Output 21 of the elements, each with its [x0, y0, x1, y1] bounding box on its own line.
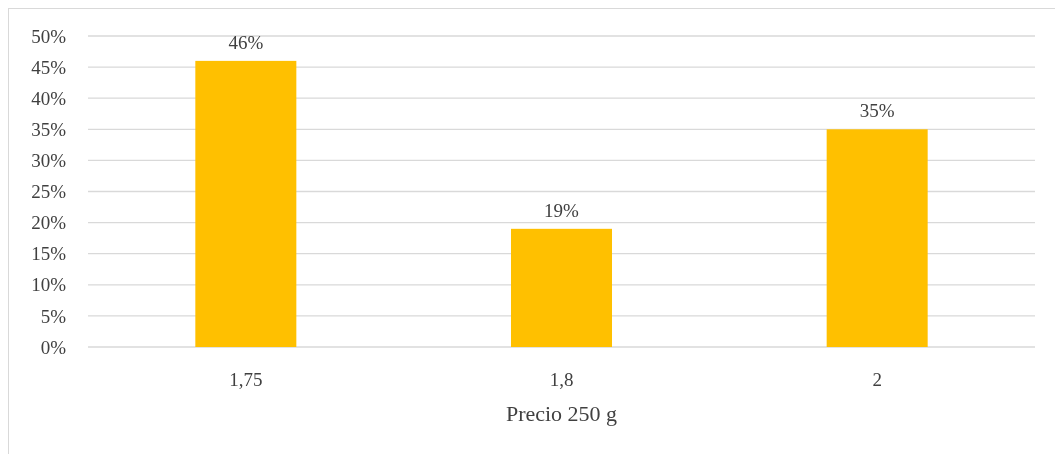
- y-tick-label: 45%: [31, 56, 67, 78]
- bar: [510, 228, 613, 347]
- x-tick-label: 2: [872, 369, 882, 390]
- x-tick-label: 1,75: [229, 369, 263, 390]
- y-tick-label: 25%: [31, 181, 67, 203]
- y-tick-label: 40%: [31, 87, 67, 109]
- bar: [826, 129, 928, 347]
- y-tick-label: 5%: [40, 305, 67, 327]
- y-tick-label: 50%: [31, 25, 67, 47]
- y-tick-label: 30%: [31, 150, 67, 172]
- bar: [195, 60, 297, 347]
- y-tick-label: 20%: [31, 212, 67, 234]
- x-tick-label: 1,8: [549, 369, 574, 390]
- y-tick-label: 10%: [31, 274, 67, 296]
- x-axis-title: Precio 250 g: [505, 401, 618, 426]
- data-label: 35%: [859, 100, 895, 122]
- data-label: 46%: [228, 31, 264, 53]
- y-tick-label: 0%: [40, 336, 67, 358]
- data-label: 19%: [544, 199, 580, 221]
- y-tick-label: 35%: [31, 118, 67, 140]
- y-tick-label: 15%: [31, 243, 67, 265]
